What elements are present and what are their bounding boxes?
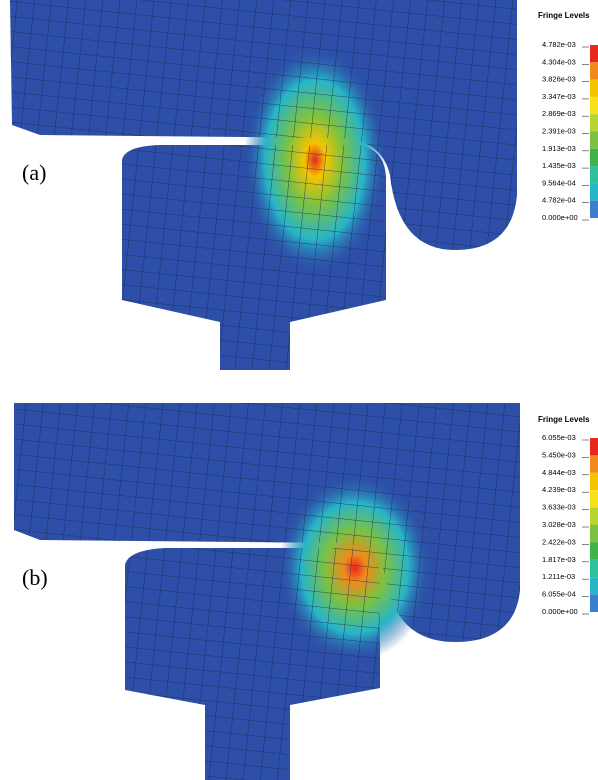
- legend-swatch: [590, 166, 598, 183]
- figure: (a) (b) Fringe Levels 4.782e-03 4.304e-03 3…: [0, 0, 598, 780]
- legend-swatch: [590, 560, 598, 577]
- legend-level: 3.347e-03: [542, 92, 576, 101]
- legend-swatch: [590, 508, 598, 525]
- legend-level: 0.000e+00: [542, 213, 578, 222]
- legend-level: 6.055e-04: [542, 590, 576, 599]
- legend-level: 2.869e-03: [542, 109, 576, 118]
- legend-level: 4.304e-03: [542, 57, 576, 66]
- legend-swatch: [590, 201, 598, 218]
- legend-title: Fringe Levels: [538, 415, 590, 424]
- legend-level: 4.844e-03: [542, 468, 576, 477]
- legend-swatch: [590, 455, 598, 472]
- legend-level: 2.391e-03: [542, 126, 576, 135]
- legend-swatch: [590, 438, 598, 455]
- legend-swatch: [590, 183, 598, 200]
- legend-swatch: [590, 490, 598, 507]
- legend-level: 5.450e-03: [542, 450, 576, 459]
- legend-level: 1.913e-03: [542, 144, 576, 153]
- legend-swatch: [590, 473, 598, 490]
- panel-a: (a): [10, 0, 517, 370]
- panel-label: (a): [22, 160, 46, 185]
- legend-swatch: [590, 525, 598, 542]
- legend-swatch: [590, 114, 598, 131]
- legend-level: 1.435e-03: [542, 161, 576, 170]
- legend-level: 3.826e-03: [542, 75, 576, 84]
- legend-level: 4.782e-04: [542, 196, 576, 205]
- mesh: [14, 403, 520, 780]
- legend-level: 3.633e-03: [542, 503, 576, 512]
- legend-level: 4.239e-03: [542, 485, 576, 494]
- legend-swatch: [590, 149, 598, 166]
- legend-title: Fringe Levels: [538, 11, 590, 20]
- legend-level: 4.782e-03: [542, 40, 576, 49]
- legend-swatch: [590, 577, 598, 594]
- legend-swatch: [590, 542, 598, 559]
- panel-label: (b): [22, 565, 48, 590]
- legend-swatch: [590, 97, 598, 114]
- mesh: [10, 0, 517, 370]
- legend-swatch: [590, 62, 598, 79]
- legend-level: 9.564e-04: [542, 178, 576, 187]
- legend-level: 2.422e-03: [542, 537, 576, 546]
- legend-swatch: [590, 45, 598, 62]
- legend-level: 3.028e-03: [542, 520, 576, 529]
- legend-swatch: [590, 132, 598, 149]
- legend-level: 1.211e-03: [542, 572, 575, 581]
- legend-level: 6.055e-03: [542, 433, 576, 442]
- legend-level: 0.000e+00: [542, 607, 578, 616]
- legend-swatch: [590, 80, 598, 97]
- legend-swatch: [590, 595, 598, 612]
- legend-level: 1.817e-03: [542, 555, 576, 564]
- panel-b: (b): [14, 403, 520, 780]
